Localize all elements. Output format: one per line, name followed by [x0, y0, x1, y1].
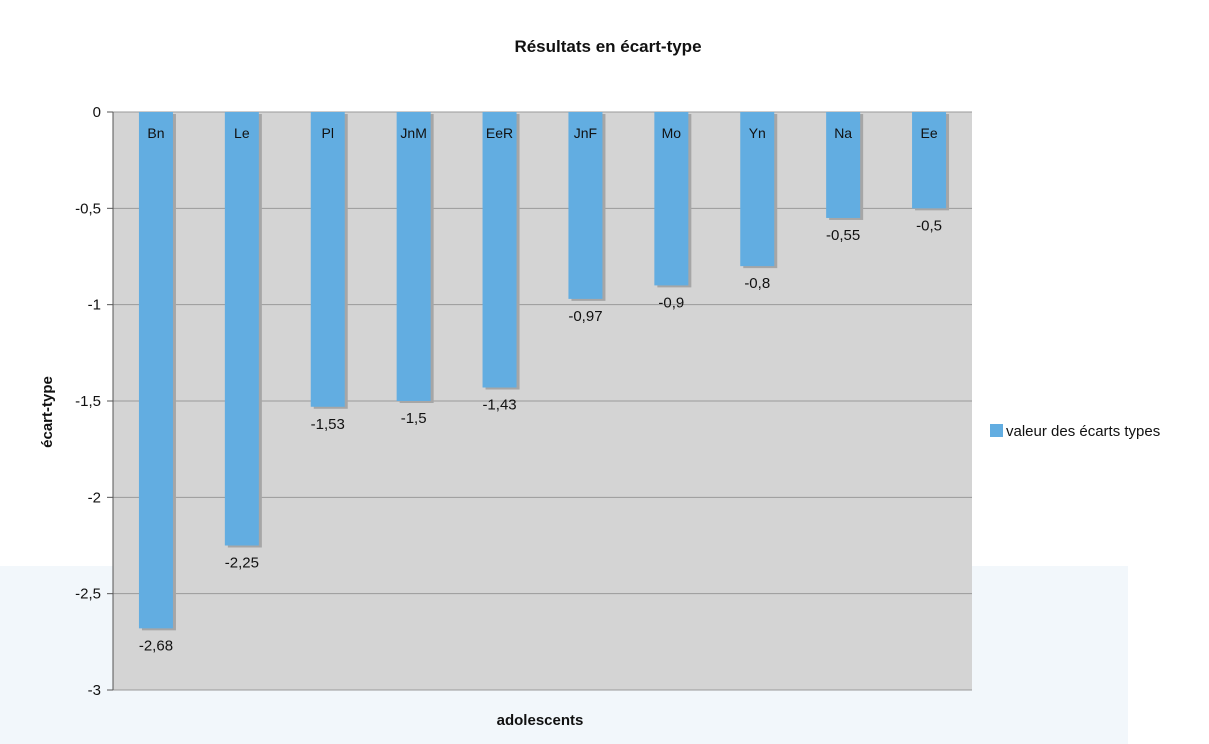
y-axis-ticks: 0 -0,5 -1 -1,5 -2 -2,5 -3 — [75, 104, 114, 699]
category-label: Na — [834, 125, 852, 141]
data-label: -0,5 — [916, 217, 942, 234]
data-label: -1,5 — [401, 410, 427, 427]
category-label: Le — [234, 125, 250, 141]
data-labels: -2,68 -2,25 -1,53 -1,5 -1,43 -0,97 -0,9 -0,8 -0,… — [139, 217, 942, 654]
bar-Le — [224, 112, 259, 546]
data-label: -0,97 — [568, 308, 602, 325]
category-label: JnF — [574, 125, 597, 141]
data-label: -0,55 — [826, 227, 860, 244]
legend-label: valeur des écarts types — [1006, 423, 1160, 440]
category-labels: Bn Le Pl JnM EeR JnF Mo Yn Na Ee — [147, 125, 937, 141]
bar-EeR — [482, 112, 517, 388]
category-label: Mo — [662, 125, 682, 141]
bar-Mo — [654, 112, 689, 286]
bar-Bn — [138, 112, 173, 629]
y-tick-label: -2,5 — [75, 586, 101, 603]
bar-Yn — [740, 112, 775, 267]
legend-swatch — [990, 424, 1003, 437]
bar-Na — [826, 112, 861, 218]
data-label: -1,43 — [482, 397, 516, 414]
bars — [138, 112, 950, 631]
data-label: -2,25 — [225, 555, 259, 572]
category-label: JnM — [400, 125, 426, 141]
data-label: -2,68 — [139, 637, 173, 654]
data-label: -1,53 — [311, 416, 345, 433]
category-label: Ee — [920, 125, 937, 141]
category-label: Bn — [147, 125, 164, 141]
bar-JnF — [568, 112, 603, 299]
y-tick-label: -3 — [88, 682, 101, 699]
bar-Pl — [310, 112, 345, 407]
x-axis-title: adolescents — [497, 712, 584, 729]
category-label: Yn — [749, 125, 766, 141]
data-label: -0,9 — [658, 294, 684, 311]
legend: valeur des écarts types — [990, 423, 1160, 440]
data-label: -0,8 — [744, 275, 770, 292]
y-tick-label: -0,5 — [75, 200, 101, 217]
bar-JnM — [396, 112, 431, 401]
chart-title: Résultats en écart-type — [514, 37, 701, 56]
y-axis-title: écart-type — [39, 376, 56, 448]
category-label: Pl — [322, 125, 334, 141]
y-tick-label: 0 — [93, 104, 101, 121]
category-label: EeR — [486, 125, 513, 141]
y-tick-label: -2 — [88, 489, 101, 506]
y-tick-label: -1 — [88, 297, 101, 314]
y-tick-label: -1,5 — [75, 393, 101, 410]
bar-Ee — [912, 112, 947, 209]
